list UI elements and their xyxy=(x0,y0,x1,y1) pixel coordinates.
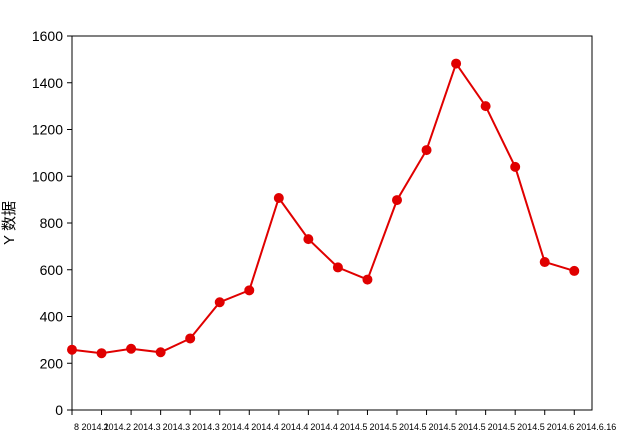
data-point xyxy=(362,274,373,285)
x-tick-label: 2014.3 xyxy=(163,422,191,432)
data-point xyxy=(392,195,402,206)
x-tick-label: 2014.4 xyxy=(281,422,309,432)
x-tick-label: 2014.3 xyxy=(192,422,220,432)
data-point xyxy=(332,262,343,273)
data-point xyxy=(480,101,491,112)
data-point xyxy=(96,348,107,359)
series-layer xyxy=(67,58,580,359)
data-point xyxy=(273,192,284,203)
x-tick-label: 2014.5 xyxy=(429,422,457,432)
series-line xyxy=(71,61,575,355)
x-tick-label: 2014.4 xyxy=(251,422,279,432)
y-tick-label: 200 xyxy=(40,355,64,371)
x-tick-label: 2014.5 xyxy=(399,422,427,432)
y-tick-label: 600 xyxy=(40,262,64,278)
x-tick-label: 2014.3 xyxy=(133,422,161,432)
data-point xyxy=(214,297,225,308)
data-point xyxy=(451,58,462,69)
data-point xyxy=(185,333,196,344)
x-tick-label: 2014.2 xyxy=(104,422,132,432)
x-tick-label: 2014.5 xyxy=(340,422,368,432)
data-point xyxy=(126,343,137,354)
x-axis-ticks xyxy=(71,410,575,415)
data-point xyxy=(539,257,550,268)
y-tick-label: 1400 xyxy=(32,75,63,91)
x-tick-label: 2014.5 xyxy=(369,422,397,432)
x-tick-label: 2014.4 xyxy=(222,422,250,432)
data-point xyxy=(244,285,255,296)
y-axis-ticks xyxy=(67,35,72,411)
y-tick-label: 1200 xyxy=(32,122,63,138)
y-tick-label: 400 xyxy=(40,309,64,325)
data-point xyxy=(569,265,580,276)
y-tick-label: 800 xyxy=(40,215,64,231)
data-point xyxy=(421,145,432,156)
data-point xyxy=(67,344,77,355)
x-tick-label: 2014.6 xyxy=(547,422,575,432)
y-tick-label: 0 xyxy=(55,402,63,418)
x-tick-label: 2014.5 xyxy=(488,422,516,432)
y-axis-title: Y 数据 xyxy=(1,201,18,245)
x-tick-label: 8 2014.1 xyxy=(74,422,109,432)
y-tick-label: 1600 xyxy=(32,28,63,44)
x-tick-label: 2014.6.16 xyxy=(576,422,616,432)
data-point xyxy=(303,234,314,245)
x-tick-label: 2014.4 xyxy=(310,422,338,432)
x-tick-label: 2014.5 xyxy=(458,422,486,432)
x-tick-label: 2014.5 xyxy=(517,422,545,432)
data-point xyxy=(155,347,166,358)
plot-area-frame xyxy=(71,35,593,411)
y-tick-label: 1000 xyxy=(32,168,63,184)
y-axis-tick-labels: 0 200 400 600 800 1000 1200 1400 1600 xyxy=(32,28,63,418)
data-point xyxy=(510,161,521,172)
